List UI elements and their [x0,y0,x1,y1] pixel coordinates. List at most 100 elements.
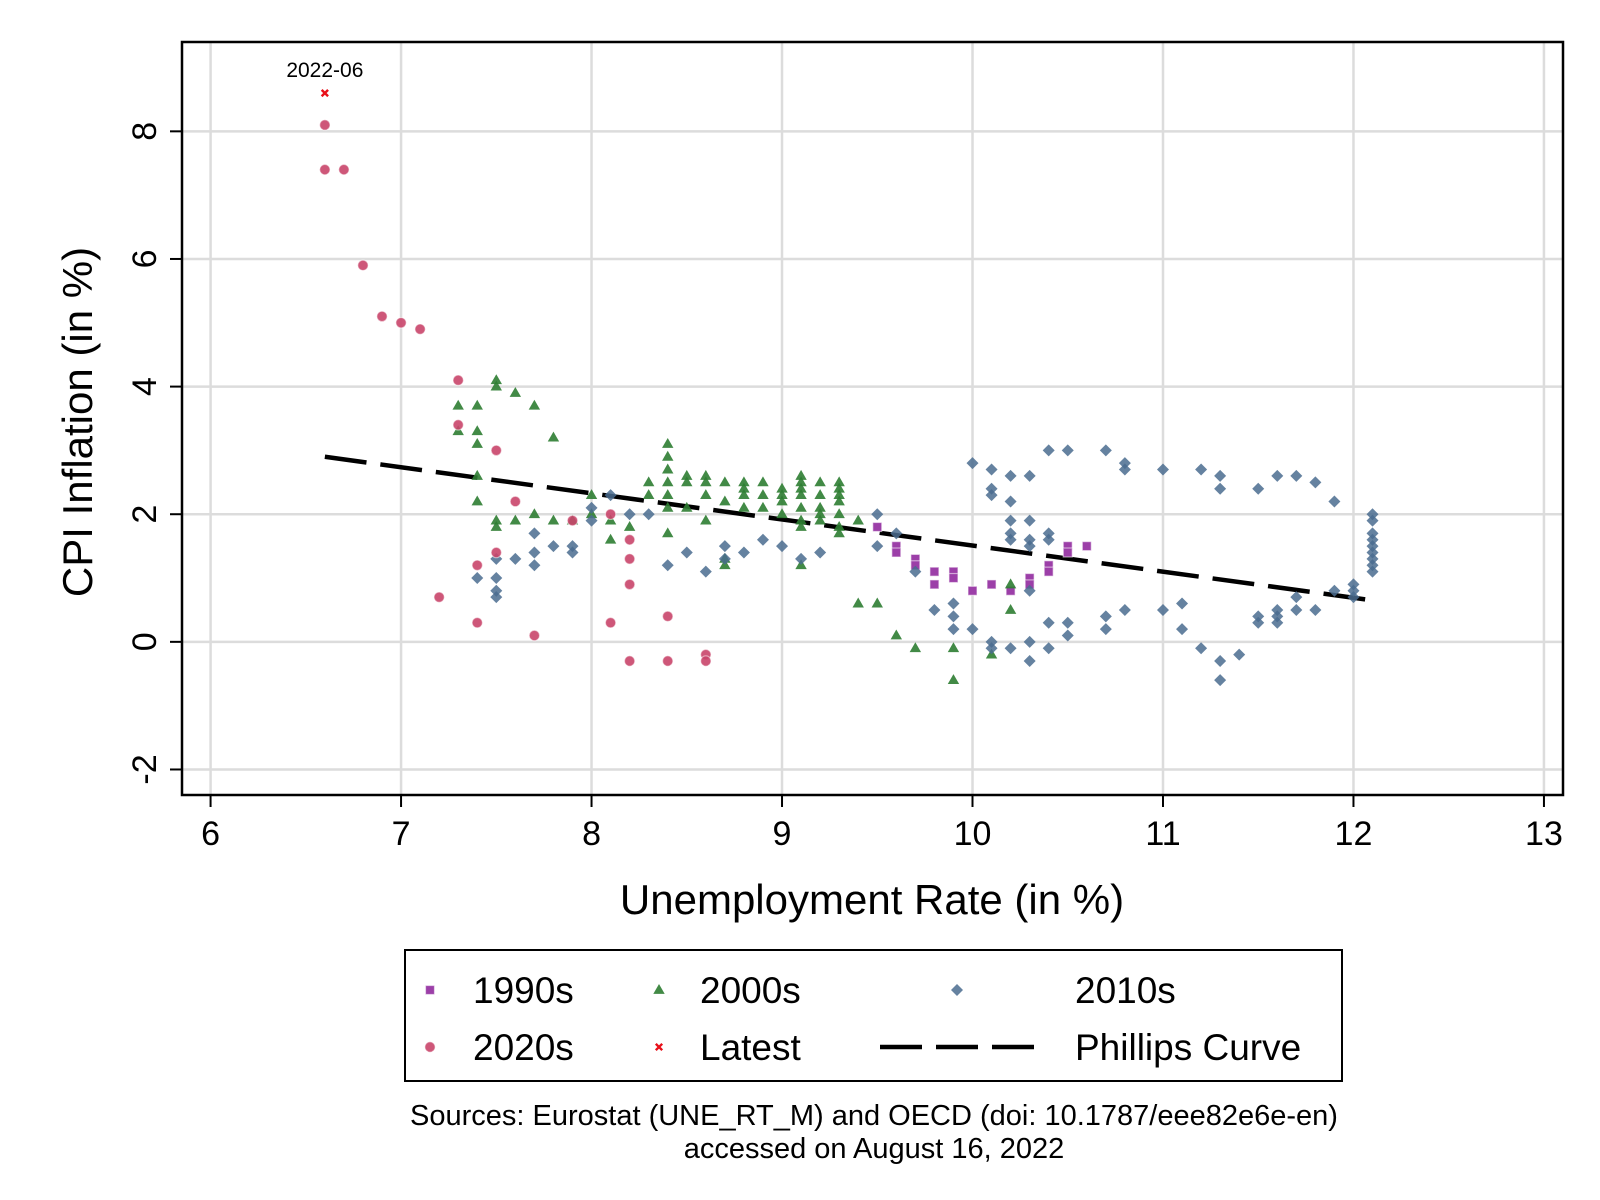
point-2010s [1214,469,1227,482]
point-2000s [528,508,541,519]
point-2000s [604,533,617,544]
point-2000s [814,514,826,525]
point-2000s [700,469,712,480]
point-2010s [1023,654,1036,667]
point-2010s [1271,616,1284,629]
point-2010s [1004,469,1017,482]
point-2010s [1118,457,1131,470]
y-tick-label: 2 [126,505,164,524]
point-2000s [833,527,845,538]
point-2010s [1290,591,1303,604]
point-2000s [947,674,960,685]
point-2000s [642,489,655,499]
point-2000s [642,476,655,487]
x-tick-label: 7 [392,815,411,853]
point-2000s [814,508,826,519]
point-2020s [490,444,503,457]
point-1990s [929,566,940,577]
point-2010s [1176,597,1189,610]
point-2010s [1366,546,1379,559]
point-2010s [1214,482,1227,495]
point-2020s [376,310,388,323]
point-2010s [1004,642,1017,655]
point-2010s [1366,540,1379,553]
point-2010s [1271,603,1284,616]
point-2020s [357,259,369,272]
legend-swatch-latest [654,1042,664,1052]
point-2000s [757,476,769,487]
point-2000s [738,501,750,512]
point-2000s [833,495,845,506]
point-2000s [776,495,788,506]
point-2010s [566,546,579,559]
point-2000s [490,520,502,531]
point-2010s [509,552,522,565]
legend-label-2000s: 2000s [700,970,801,1011]
point-2010s [1023,584,1036,597]
point-2000s [700,489,712,499]
point-2010s [718,540,731,553]
point-2020s [395,316,407,329]
point-2000s [852,597,864,608]
point-1990s [929,579,940,590]
point-2020s [623,533,636,546]
point-1990s [948,572,959,584]
point-2010s [490,591,503,604]
point-2010s [1271,610,1284,623]
point-2000s [509,386,522,397]
point-2020s [471,559,484,572]
point-1990s [891,547,902,558]
point-2000s [795,476,807,487]
point-2000s [852,514,864,525]
point-2010s [985,489,998,502]
point-2000s [776,482,788,493]
point-2000s [471,438,483,448]
point-2000s [490,380,502,391]
grid-layer [182,42,1563,795]
point-2010s [699,565,712,578]
point-2000s [471,399,483,410]
x-tick-label: 10 [954,815,992,853]
point-2010s [1004,495,1017,508]
point-2010s [1366,559,1379,572]
annotation-label: 2022-06 [286,59,363,82]
point-2010s [1214,674,1227,687]
legend-swatch-2000s [653,984,665,994]
point-latest [320,89,329,98]
point-2000s [833,508,845,519]
point-2010s [890,527,903,540]
point-2020s [471,616,484,629]
point-2000s [585,489,598,499]
point-2010s [756,533,769,546]
point-2000s [757,501,769,512]
point-2010s [1214,654,1227,667]
y-tick-label: 4 [126,377,164,396]
point-2020s [509,495,522,508]
source-line-2: accessed on August 16, 2022 [684,1133,1065,1165]
point-1990s [872,521,883,533]
point-2010s [947,610,960,623]
point-2000s [662,476,674,487]
point-2010s [1366,527,1379,540]
point-2000s [795,501,807,512]
point-2010s [1004,527,1017,540]
point-2000s [795,489,807,499]
point-2010s [947,597,960,610]
point-2020s [414,323,426,335]
legend-label-latest: Latest [700,1027,802,1068]
point-2010s [1118,463,1131,476]
fit-line-layer [324,454,1373,603]
point-2000s [890,629,903,640]
plot-frame [180,40,1565,797]
point-2000s [662,527,674,538]
point-2000s [662,450,674,461]
point-2010s [1061,616,1074,629]
point-2020s [319,163,331,176]
point-2000s [1004,578,1017,589]
legend-label-2010s: 2010s [1075,970,1176,1011]
point-2010s [871,540,884,553]
legend: 1990s 2000s 2010s 2020s Latest Phillips Curve [404,949,1343,1082]
point-2010s [1309,476,1322,489]
point-1990s [967,585,978,596]
